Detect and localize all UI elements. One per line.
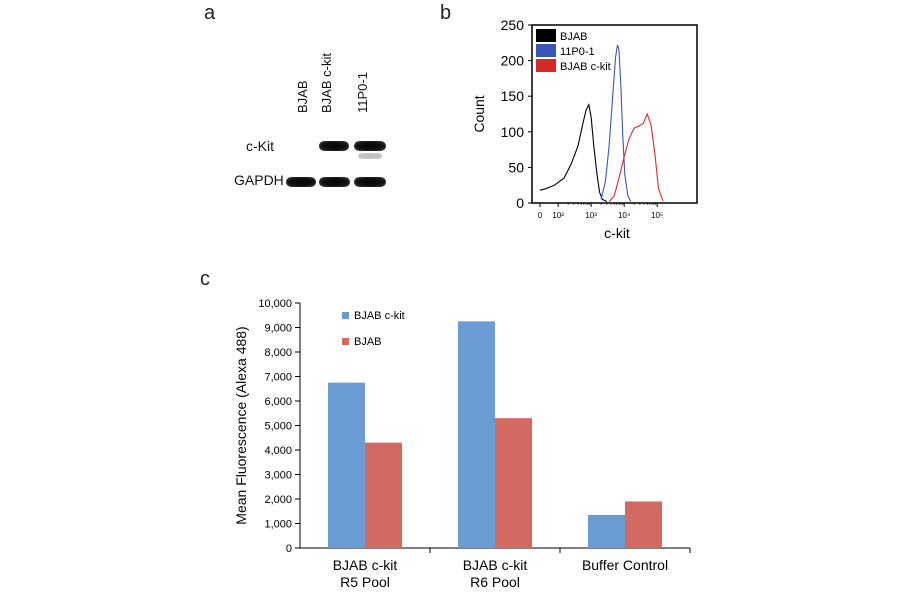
band-ckit-bjab-ckit: [319, 141, 349, 151]
legend-label: 11P0-1: [560, 46, 595, 58]
band-ckit-11p0-1-faint: [358, 153, 382, 159]
bar-bjab-1: [495, 418, 532, 548]
x-tick-label: 10⁴: [618, 211, 631, 220]
x-axis-label: c-kit: [604, 225, 630, 240]
y-tick-label: 7,000: [264, 372, 292, 384]
category-label: R6 Pool: [470, 574, 520, 590]
legend-label: BJAB c-kit: [354, 310, 405, 322]
y-tick-label: 8,000: [264, 347, 292, 359]
lane-label-bjab: BJAB: [295, 80, 310, 113]
series-line-11p0-1: [600, 44, 632, 202]
y-tick-label: 0: [516, 195, 524, 211]
x-tick-label: 0: [538, 211, 543, 220]
y-tick-label: 5,000: [264, 421, 292, 433]
legend-label: BJAB: [560, 31, 588, 43]
band-gapdh-11p0-1: [354, 177, 386, 187]
plot-frame: [531, 24, 698, 204]
y-tick-label: 150: [501, 88, 525, 104]
band-gapdh-bjab: [286, 177, 316, 187]
row-label-ckit: c-Kit: [246, 138, 274, 154]
legend-swatch: [342, 312, 349, 319]
bar-bjab-2: [625, 501, 662, 548]
category-label: Buffer Control: [582, 557, 668, 573]
legend-label: BJAB c-kit: [560, 61, 611, 73]
panel-letter-c: c: [200, 268, 210, 290]
bar-bjab-c-kit-0: [328, 382, 365, 548]
y-tick-label: 200: [501, 53, 525, 69]
y-tick-label: 3,000: [264, 470, 292, 482]
legend-label: BJAB: [354, 336, 382, 348]
y-tick-label: 9,000: [264, 323, 292, 335]
band-ckit-11p0-1: [354, 141, 386, 151]
fluorescence-bar-chart: 0 1,000 2,000 3,000 4,000 5,000 6,000 7,000 8,00…: [233, 298, 691, 590]
category-label: BJAB c-kit: [333, 557, 398, 573]
y-tick-label: 50: [508, 159, 524, 175]
category-label: R5 Pool: [340, 574, 390, 590]
panel-letter-b: b: [440, 2, 452, 24]
panel-letter-a: a: [204, 2, 216, 24]
series-line-bjab-c-kit: [608, 112, 664, 202]
y-tick-label: 1,000: [264, 519, 292, 531]
y-tick-label: 0: [286, 543, 292, 555]
flow-histogram-chart: 0 50 100 150 200 250 0 10² 10³ 10⁴ 10⁵ BJAB 11P0-1 BJ…: [471, 17, 698, 240]
band-gapdh-bjab-ckit: [319, 177, 350, 187]
lane-label-11p0-1: 11P0-1: [355, 72, 370, 113]
legend-swatch: [536, 29, 556, 42]
y-axis-label: Mean Fluorescence (Alexa 488): [233, 326, 249, 524]
y-tick-label: 2,000: [264, 494, 292, 506]
legend-swatch: [536, 44, 556, 57]
legend-swatch: [536, 59, 556, 72]
y-tick-label: 4,000: [264, 445, 292, 457]
x-tick-label: 10²: [552, 211, 564, 220]
bar-bjab-0: [365, 442, 402, 548]
y-tick-label: 250: [501, 17, 525, 33]
x-tick-label: 10⁵: [651, 211, 663, 220]
bar-bjab-c-kit-2: [588, 514, 625, 548]
western-blot: BJAB BJAB c-kit 11P0-1 c-Kit GAPDH: [230, 40, 410, 210]
bar-bjab-c-kit-1: [458, 321, 495, 548]
legend-swatch: [342, 338, 349, 345]
row-label-gapdh: GAPDH: [234, 172, 284, 188]
y-tick-label: 6,000: [264, 396, 292, 408]
y-axis-label: Count: [471, 95, 487, 132]
y-tick-label: 100: [501, 124, 525, 140]
series-line-bjab: [539, 102, 608, 203]
y-tick-label: 10,000: [258, 298, 292, 310]
lane-label-bjab-ckit: BJAB c-kit: [319, 53, 334, 113]
category-label: BJAB c-kit: [463, 557, 528, 573]
x-tick-label: 10³: [585, 211, 597, 220]
